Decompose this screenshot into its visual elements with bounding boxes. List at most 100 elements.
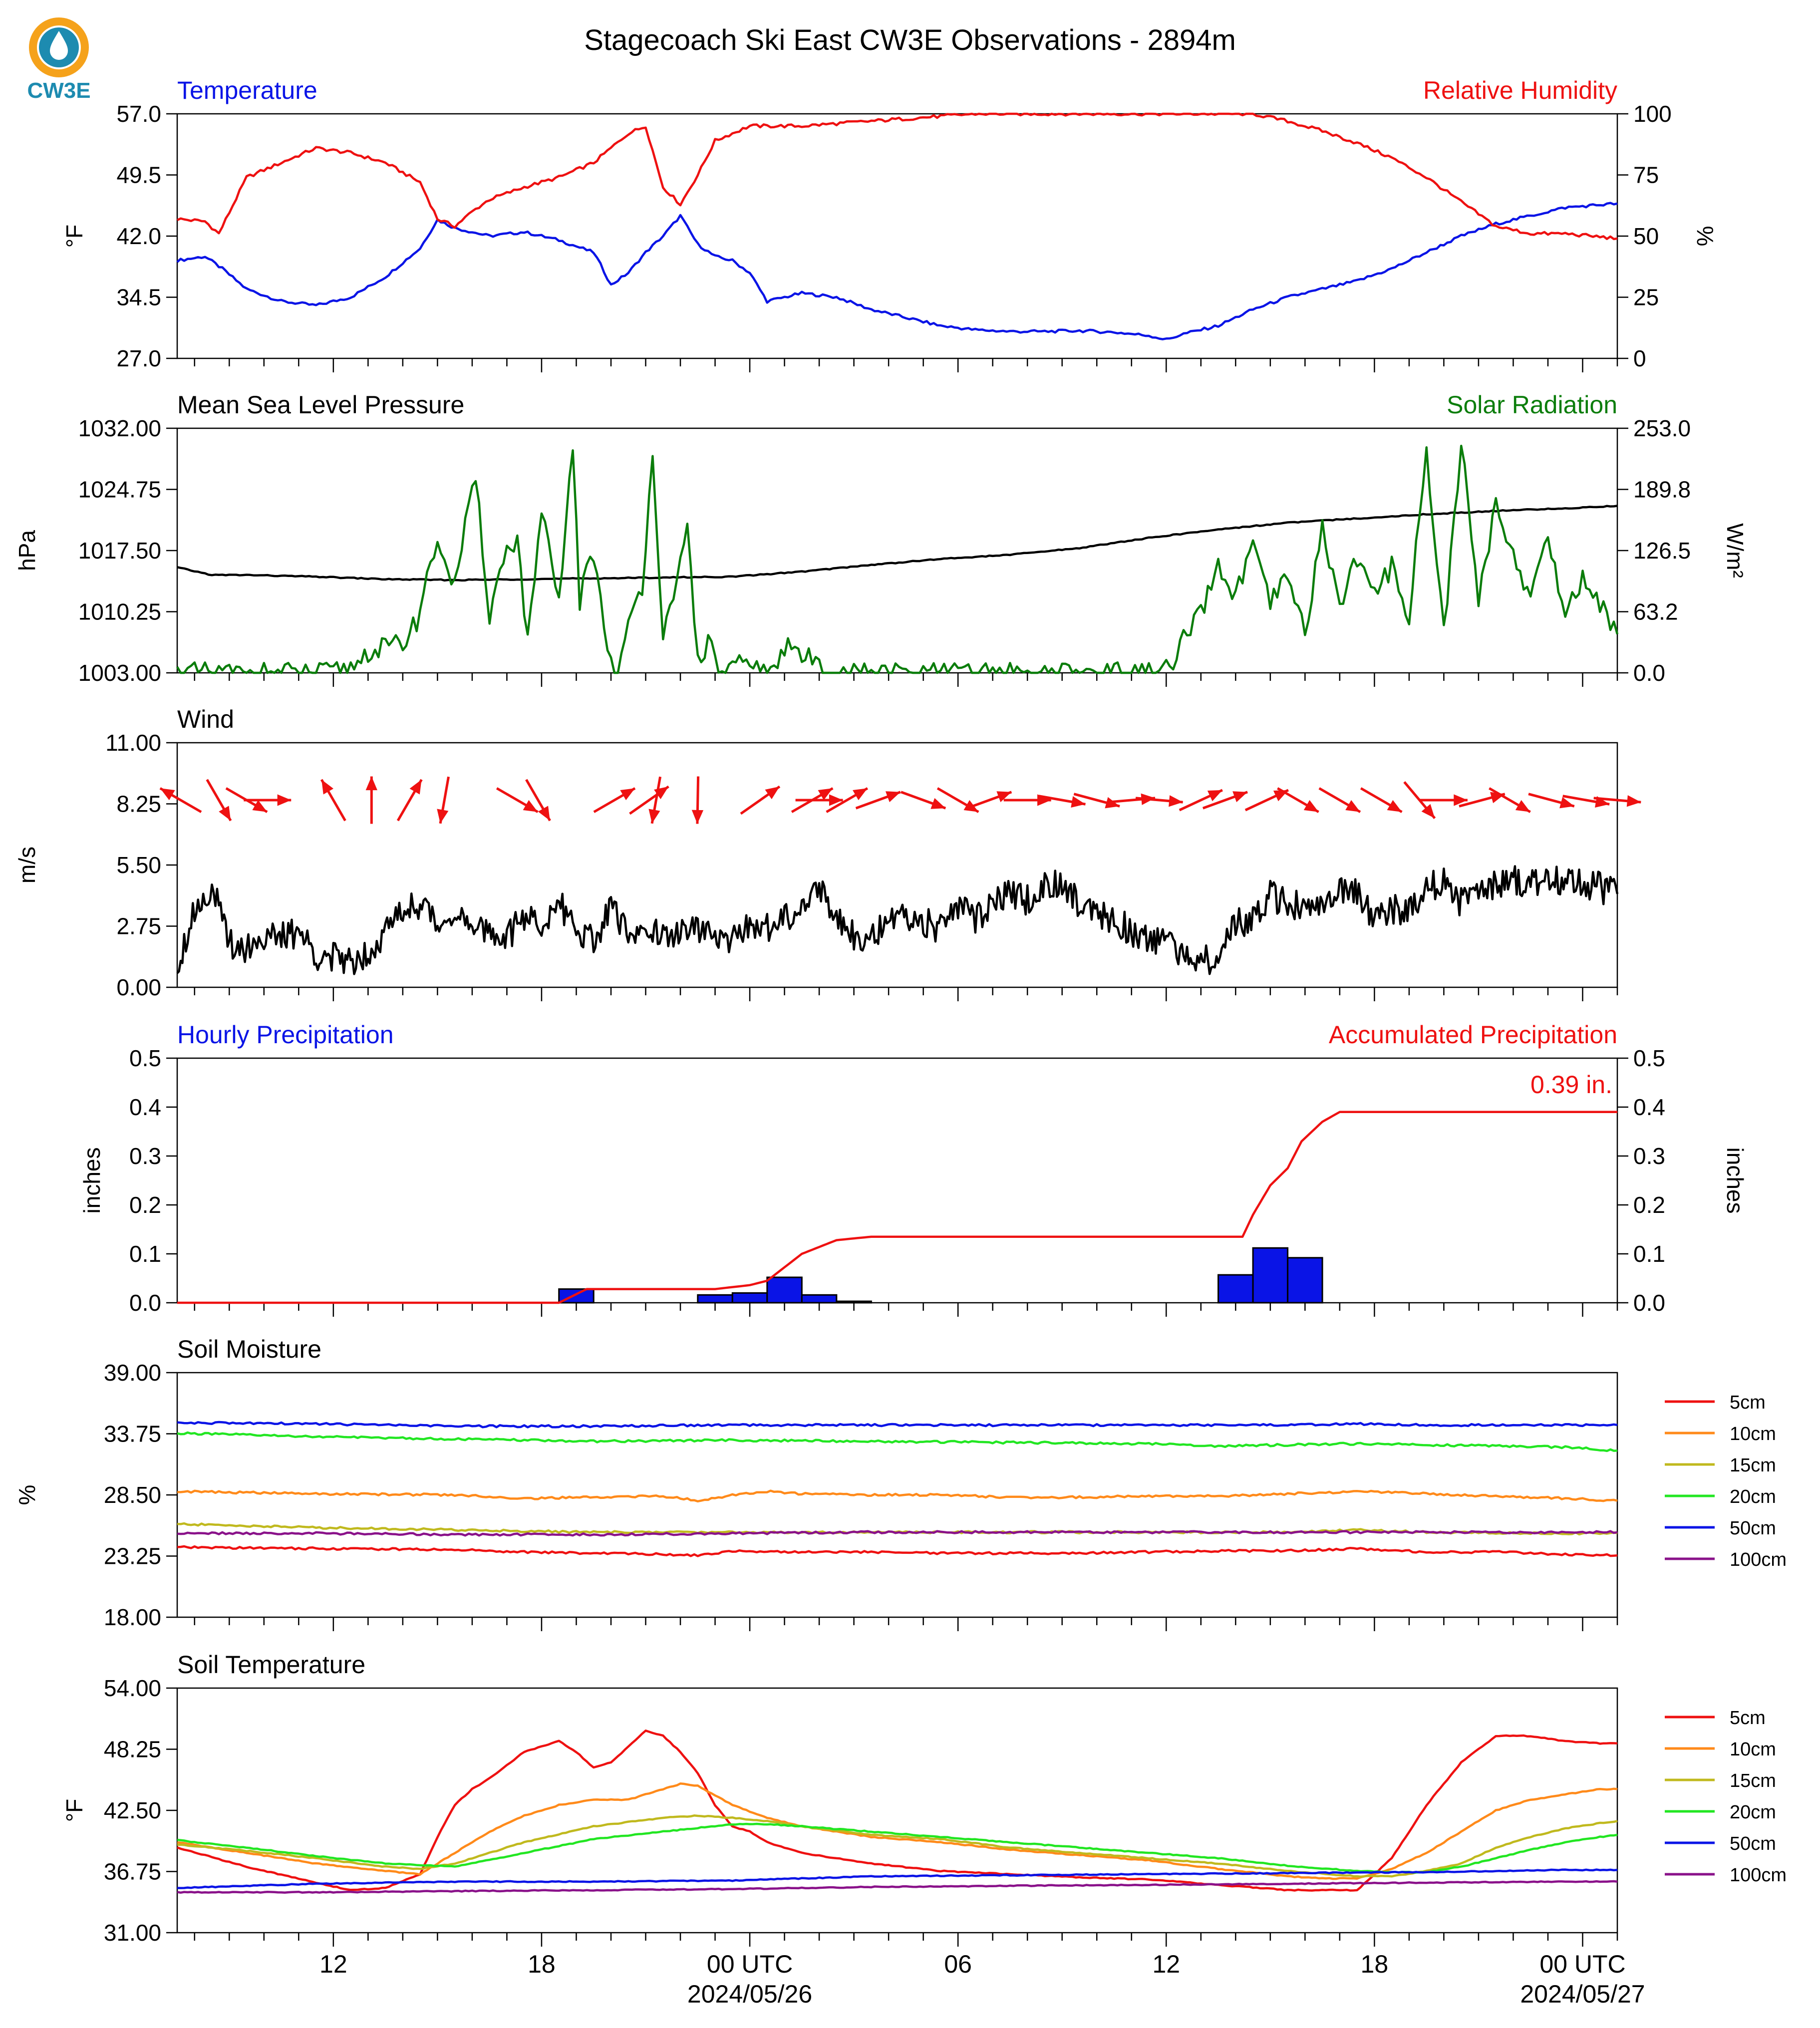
panel-pressure: 1003.00 1010.25 1017.50 1024.75 1032.00 hPa 0.… <box>14 391 1748 687</box>
y-axis-label: % <box>14 1485 40 1505</box>
y-axis-label: hPa <box>14 530 40 571</box>
y-right-tick-label: 75 <box>1633 162 1659 188</box>
precip-bar <box>1252 1247 1289 1304</box>
panel-precipitation: 0.0 0.1 0.2 0.3 0.4 0.5 inches 0.0 0.1 0.2 0.3 0.4 0… <box>79 1021 1748 1317</box>
y-tick-label: 1010.25 <box>78 599 161 625</box>
series-mean-sea-level-pressure <box>177 505 1618 582</box>
wind-arrow-head <box>219 806 231 821</box>
y-tick-label: 23.25 <box>104 1543 161 1569</box>
water-drop-icon <box>50 31 68 60</box>
y-right-tick-label: 253.0 <box>1633 415 1691 441</box>
series-15cm <box>177 1814 1618 1878</box>
wind-arrow-head <box>1387 800 1402 812</box>
panel-title-right: Solar Radiation <box>1447 391 1617 419</box>
wind-arrow-head <box>321 779 334 795</box>
legend-label: 100cm <box>1730 1865 1787 1886</box>
precip-bar <box>1287 1257 1323 1304</box>
wind-arrow-head <box>648 809 660 824</box>
y-axis-label: °F <box>61 225 87 248</box>
wind-arrow-head <box>252 800 268 812</box>
panel-title-right: Accumulated Precipitation <box>1329 1021 1617 1049</box>
series-20cm <box>177 1431 1618 1452</box>
wind-arrow-head <box>930 798 946 809</box>
x-tick-label: 18 <box>1361 1950 1389 1978</box>
y-right-tick-label: 126.5 <box>1633 538 1691 564</box>
series-100cm <box>177 1880 1618 1894</box>
y-tick-label: 11.00 <box>105 730 161 756</box>
panel-title-left: Soil Temperature <box>177 1651 365 1679</box>
series-temperature <box>176 202 1618 340</box>
y-tick-label: 18.00 <box>104 1604 161 1630</box>
legend-label: 10cm <box>1730 1424 1776 1445</box>
panel-title-left: Mean Sea Level Pressure <box>177 391 464 419</box>
y-right-tick-label: 0.0 <box>1633 660 1665 686</box>
panel-title-left: Temperature <box>177 76 317 104</box>
legend-label: 50cm <box>1730 1518 1776 1539</box>
wind-arrow-head <box>160 788 175 801</box>
legend-label: 20cm <box>1730 1486 1776 1507</box>
legend-label: 5cm <box>1730 1392 1766 1413</box>
series-relative-humidity <box>177 112 1618 241</box>
panel-soil_moisture: 18.00 23.25 28.50 33.75 39.00% Soil Moisture 5… <box>14 1335 1787 1631</box>
legend: 5cm 10cm 15cm 20cm 50cm 100cm <box>1665 1392 1787 1570</box>
precip-bar <box>697 1294 733 1304</box>
y-tick-label: 42.0 <box>116 223 161 249</box>
y-tick-label: 27.0 <box>116 345 161 371</box>
x-tick-label: 12 <box>1152 1950 1180 1978</box>
y-tick-label: 5.50 <box>116 852 161 878</box>
y-right-tick-label: 0.1 <box>1633 1241 1665 1267</box>
wind-arrow-head <box>853 788 868 801</box>
y-tick-label: 57.0 <box>116 101 161 127</box>
accumulated-total-label: 0.39 in. <box>1530 1071 1612 1099</box>
y-right-tick-label: 25 <box>1633 285 1659 310</box>
series-100cm <box>177 1530 1618 1537</box>
wind-arrow-head <box>1169 795 1183 807</box>
wind-arrow-head <box>818 788 833 801</box>
y-tick-label: 1032.00 <box>78 415 161 441</box>
x-tick-label: 18 <box>528 1950 556 1978</box>
plot-frame <box>176 1687 1618 1934</box>
y-right-tick-label: 0.5 <box>1633 1045 1665 1071</box>
wind-arrow-head <box>1303 800 1319 812</box>
legend-label: 5cm <box>1730 1708 1766 1729</box>
page-title: Stagecoach Ski East CW3E Observations - … <box>584 24 1236 56</box>
legend-label: 100cm <box>1730 1549 1787 1570</box>
plot-frame <box>176 1057 1618 1304</box>
wind-arrow-head <box>1232 791 1248 803</box>
wind-arrow-head <box>765 786 780 800</box>
wind-arrow-head <box>1515 800 1530 812</box>
panel-title-left: Soil Moisture <box>177 1335 321 1363</box>
series-5cm <box>177 1545 1618 1557</box>
series-10cm <box>177 1782 1618 1880</box>
precip-bar <box>836 1300 872 1304</box>
y-tick-label: 0.00 <box>116 974 161 1000</box>
wind-arrow-head <box>1071 796 1086 808</box>
legend-label: 15cm <box>1730 1455 1776 1476</box>
plot-frame <box>176 427 1618 674</box>
y-tick-label: 1024.75 <box>78 477 161 503</box>
y-tick-label: 31.00 <box>104 1920 161 1946</box>
y-right-tick-label: 0.3 <box>1633 1143 1665 1169</box>
y-tick-label: 2.75 <box>116 913 161 939</box>
wind-arrow-head <box>691 810 704 824</box>
panel-soil_temperature: 31.00 36.75 42.50 48.25 54.00 °F Soil Temperat… <box>61 1651 1787 1947</box>
series-50cm <box>177 1421 1618 1429</box>
logo-text: CW3E <box>27 78 90 103</box>
series-solar-radiation <box>176 444 1619 674</box>
wind-vectors <box>159 776 1641 824</box>
wind-arrow-head <box>437 809 449 824</box>
panel-temperature: 27.0 34.5 42.0 49.5 57.0 °F 0 25 50 75 100% Tempera… <box>61 76 1718 372</box>
wind-arrow-head <box>1454 794 1468 806</box>
series-wind-speed <box>176 865 1619 975</box>
y-axis-label: inches <box>79 1148 105 1214</box>
wind-arrow-head <box>1559 797 1574 809</box>
y-right-tick-label: 0.2 <box>1633 1192 1665 1218</box>
x-tick-label: 00 UTC <box>707 1950 793 1978</box>
y-right-tick-label: 0 <box>1633 345 1646 371</box>
y-tick-label: 8.25 <box>116 791 161 817</box>
wind-arrow-head <box>1207 790 1222 802</box>
y-right-tick-label: 189.8 <box>1633 477 1691 503</box>
series-50cm <box>177 1868 1618 1889</box>
wind-arrow-head <box>1345 800 1360 812</box>
